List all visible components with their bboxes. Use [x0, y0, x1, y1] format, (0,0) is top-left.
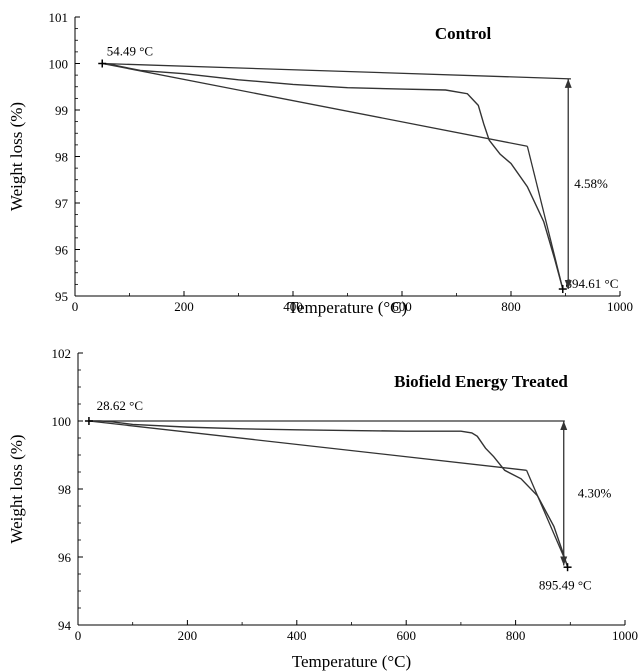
helper-line-2 — [88, 420, 527, 471]
x-tick-label: 600 — [392, 299, 412, 314]
y-tick-label: 102 — [52, 346, 72, 361]
panel-title: Biofield Energy Treated — [394, 372, 568, 391]
y-tick-label: 96 — [58, 550, 72, 565]
x-tick-label: 0 — [75, 628, 82, 643]
x-tick-label: 400 — [283, 299, 303, 314]
x-tick-label: 800 — [506, 628, 526, 643]
x-tick-label: 1000 — [607, 299, 633, 314]
weight-loss-curve — [88, 420, 569, 568]
weight-loss-percent-label: 4.30% — [578, 485, 612, 500]
x-tick-label: 200 — [174, 299, 194, 314]
peak-temperature-label: 894.61 °C — [566, 276, 619, 291]
onset-temperature-label: 54.49 °C — [107, 44, 153, 59]
weight-loss-curve — [102, 62, 564, 290]
y-axis-title: Weight loss (%) — [7, 434, 26, 543]
arrow-head-down — [560, 556, 568, 566]
helper-line-2 — [102, 62, 528, 147]
arrow-head-down — [564, 280, 572, 290]
y-tick-label: 101 — [49, 10, 69, 25]
y-tick-label: 98 — [55, 150, 68, 165]
helper-line-3 — [525, 470, 569, 566]
y-tick-label: 94 — [58, 618, 72, 633]
chart-panel-1: 0 200 400 600 800 1000 95 96 97 98 99 100 101 Tempera… — [7, 10, 633, 317]
y-axis-title: Weight loss (%) — [7, 102, 26, 211]
x-axis-title: Temperature (°C) — [288, 298, 407, 317]
panel-title: Control — [435, 24, 492, 43]
arrow-head-up — [560, 421, 568, 430]
y-tick-label: 100 — [52, 414, 72, 429]
chart-panel-2: 0 200 400 600 800 1000 94 96 98 100 102 Temperature… — [7, 346, 638, 671]
x-tick-label: 800 — [501, 299, 521, 314]
x-tick-label: 0 — [72, 299, 79, 314]
y-tick-label: 95 — [55, 289, 68, 304]
arrow-head-up — [564, 78, 572, 88]
x-tick-label: 200 — [178, 628, 198, 643]
weight-loss-percent-label: 4.58% — [574, 176, 608, 191]
y-tick-label: 99 — [55, 103, 68, 118]
y-tick-label: 100 — [49, 57, 69, 72]
x-tick-label: 1000 — [612, 628, 638, 643]
helper-line-1 — [102, 62, 571, 80]
x-tick-label: 600 — [396, 628, 416, 643]
y-tick-label: 96 — [55, 243, 69, 258]
x-axis-title: Temperature (°C) — [292, 652, 411, 671]
y-tick-label: 97 — [55, 196, 69, 211]
onset-temperature-label: 28.62 °C — [97, 398, 143, 413]
x-tick-label: 400 — [287, 628, 307, 643]
peak-temperature-label: 895.49 °C — [539, 578, 592, 593]
y-tick-label: 98 — [58, 482, 71, 497]
